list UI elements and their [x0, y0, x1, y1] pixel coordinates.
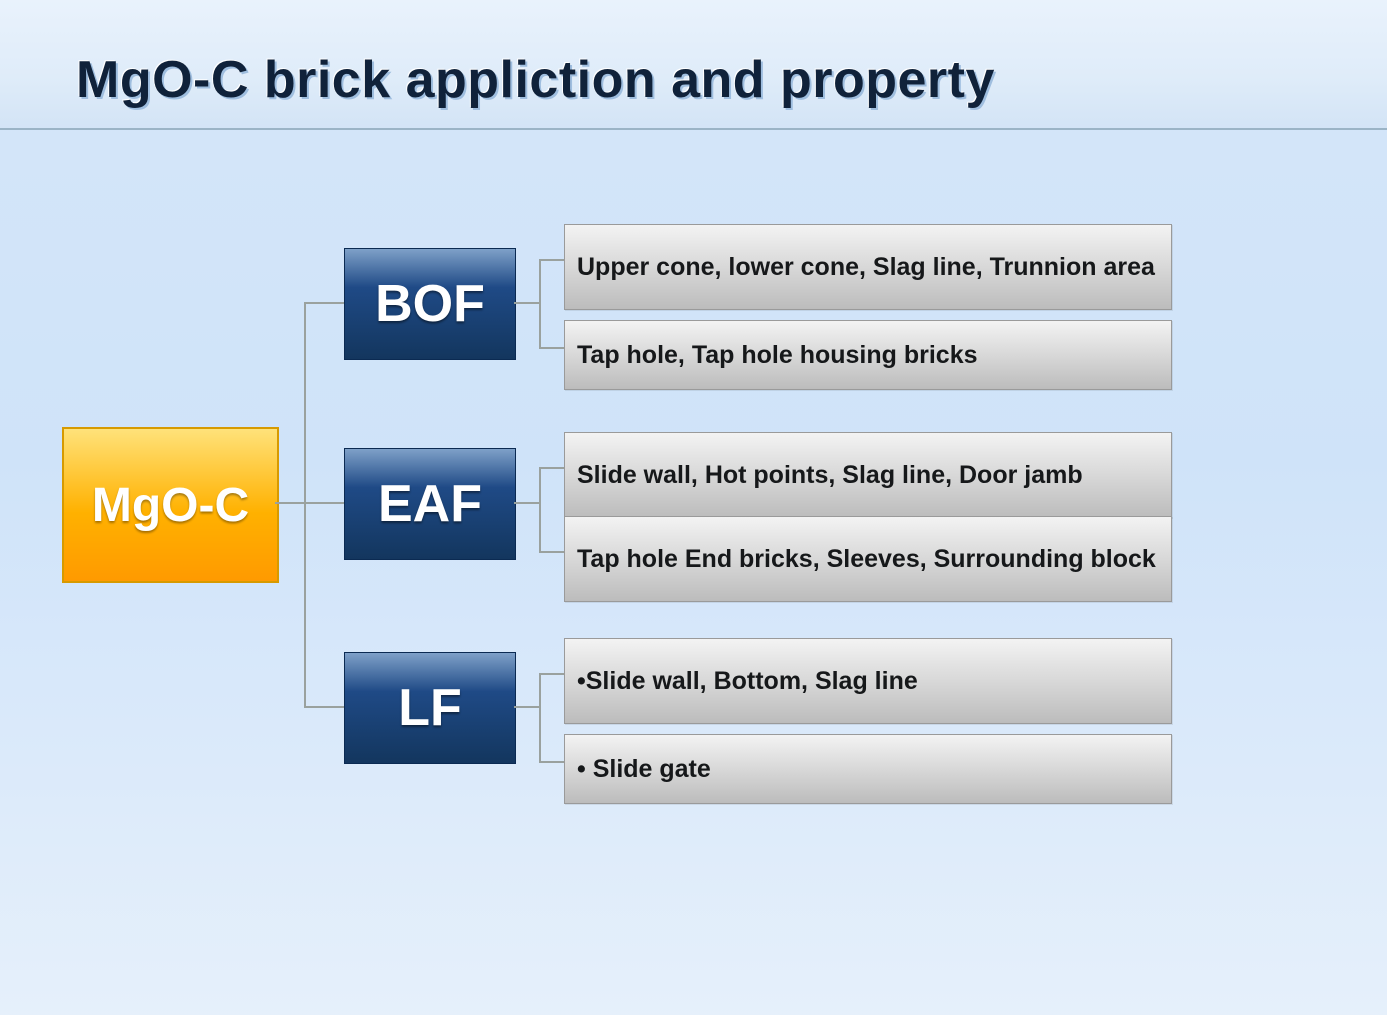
- page-title: MgO-C brick appliction and property: [76, 50, 995, 110]
- leaf-bof-b: Tap hole, Tap hole housing bricks: [564, 320, 1172, 390]
- node-eaf-label: EAF: [378, 474, 482, 534]
- leaf-lf-b: • Slide gate: [564, 734, 1172, 804]
- node-root-label: MgO-C: [92, 478, 249, 533]
- leaf-text: Upper cone, lower cone, Slag line, Trunn…: [577, 253, 1155, 282]
- leaf-eaf-a: Slide wall, Hot points, Slag line, Door …: [564, 432, 1172, 518]
- leaf-text: Tap hole End bricks, Sleeves, Surroundin…: [577, 545, 1156, 574]
- node-bof-label: BOF: [375, 274, 485, 334]
- leaf-eaf-b: Tap hole End bricks, Sleeves, Surroundin…: [564, 516, 1172, 602]
- leaf-bof-a: Upper cone, lower cone, Slag line, Trunn…: [564, 224, 1172, 310]
- leaf-text: Slide wall, Hot points, Slag line, Door …: [577, 461, 1083, 490]
- node-eaf: EAF: [344, 448, 516, 560]
- node-bof: BOF: [344, 248, 516, 360]
- leaf-text: • Slide gate: [577, 755, 711, 784]
- node-lf-label: LF: [398, 678, 462, 738]
- node-lf: LF: [344, 652, 516, 764]
- leaf-text: •Slide wall, Bottom, Slag line: [577, 667, 918, 696]
- leaf-text: Tap hole, Tap hole housing bricks: [577, 341, 978, 370]
- node-root: MgO-C: [62, 427, 279, 583]
- footer-strip: [0, 1015, 1387, 1027]
- leaf-lf-a: •Slide wall, Bottom, Slag line: [564, 638, 1172, 724]
